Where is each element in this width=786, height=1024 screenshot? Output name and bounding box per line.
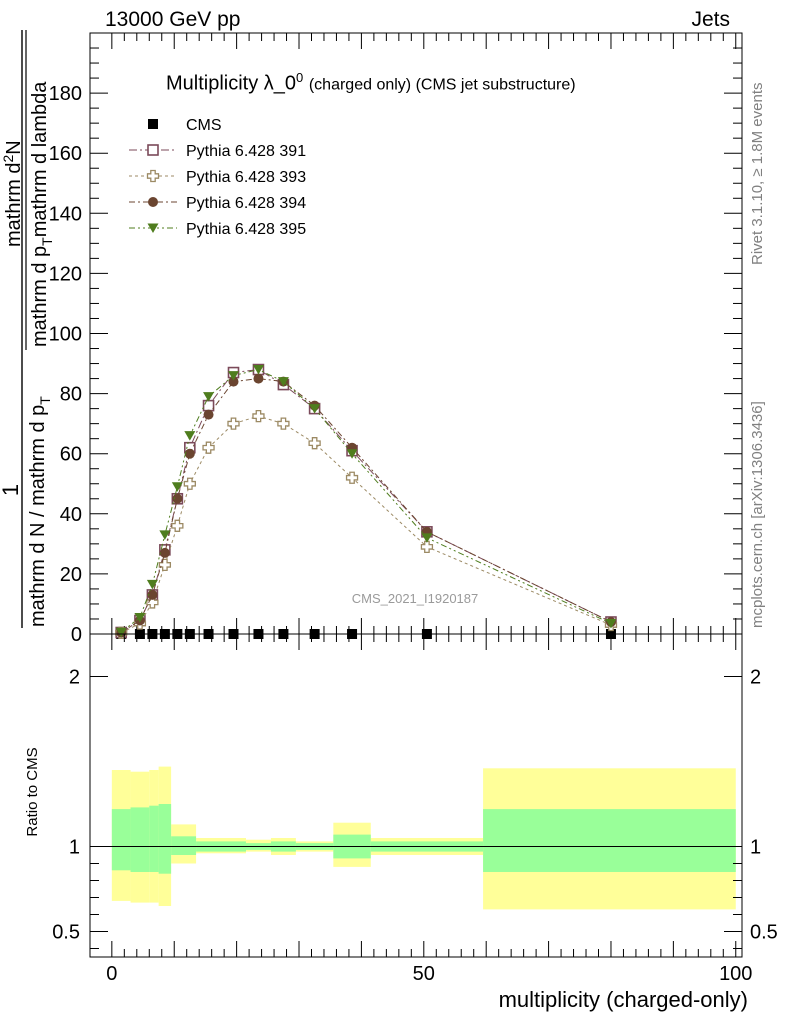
y-tick-label: 0 <box>71 624 82 646</box>
bottom-panel-frame <box>89 633 743 958</box>
data-point <box>421 533 433 543</box>
x-axis-label: multiplicity (charged-only) <box>499 987 748 1012</box>
data-point <box>184 431 196 441</box>
header-right-label: Jets <box>691 8 730 31</box>
x-tick-label: 50 <box>413 963 435 985</box>
legend-label: Pythia 6.428 395 <box>186 221 306 238</box>
ratio-band-inner <box>111 809 131 871</box>
series-3 <box>116 373 616 638</box>
x-tick-label: 0 <box>106 963 117 985</box>
legend-label: Pythia 6.428 394 <box>186 195 306 212</box>
data-point <box>309 404 321 414</box>
ylabel-inner-denominator: mathrm d pTmathrm d lambda <box>29 81 55 347</box>
data-point <box>277 377 289 387</box>
legend-entry: Pythia 6.428 394 <box>129 195 306 212</box>
ratio-band-inner <box>483 809 736 872</box>
legend-entry: Pythia 6.428 393 <box>129 169 306 186</box>
ratio-y-tick-label-left: 2 <box>69 667 80 689</box>
data-point <box>115 627 127 638</box>
data-point <box>228 371 240 381</box>
data-point <box>252 365 264 375</box>
data-point <box>203 392 215 402</box>
y-tick-label: 160 <box>49 143 82 165</box>
y-tick-label: 40 <box>60 504 82 526</box>
ratio-band-inner <box>158 804 172 874</box>
legend: CMS Pythia 6.428 391 Pythia 6.428 393 Pythi… <box>129 117 306 238</box>
series-line <box>120 369 612 633</box>
data-point <box>171 519 184 532</box>
data-point <box>146 579 158 590</box>
legend-marker <box>146 169 160 183</box>
y-tick-label: 80 <box>60 384 82 406</box>
data-point <box>308 437 321 450</box>
legend-marker <box>147 144 159 156</box>
ratio-ylabel: Ratio to CMS <box>24 747 41 836</box>
y-tick-label: 120 <box>49 263 82 285</box>
rivet-version-label: Rivet 3.1.10, ≥ 1.8M events <box>749 83 766 266</box>
ylabel-numerator: mathrm d2N <box>0 140 25 247</box>
data-point <box>202 441 215 454</box>
y-tick-label: 60 <box>60 444 82 466</box>
ratio-y-tick-label-left: 1 <box>69 837 80 859</box>
ratio-band-inner <box>130 807 150 872</box>
data-point <box>202 399 215 412</box>
data-point <box>159 547 170 558</box>
legend-label: Pythia 6.428 391 <box>186 143 306 160</box>
ratio-y-tick-label-right: 2 <box>750 667 761 689</box>
ratio-y-tick-label-right: 0.5 <box>750 922 778 944</box>
ratio-y-tick-label-left: 0.5 <box>52 922 80 944</box>
y-tick-label: 180 <box>49 83 82 105</box>
data-point <box>228 376 239 387</box>
legend-marker <box>148 197 158 207</box>
data-point <box>183 477 196 490</box>
ratio-band-inner <box>171 836 197 855</box>
series-4 <box>115 365 617 638</box>
header-left-label: 13000 GeV pp <box>105 8 241 31</box>
data-point <box>252 409 265 423</box>
watermark: CMS_2021_I1920187 <box>352 591 479 606</box>
mcplots-label: mcplots.cern.ch [arXiv:1306.3436] <box>749 401 766 628</box>
data-point <box>159 530 171 540</box>
data-point <box>184 448 195 459</box>
data-point <box>171 482 183 492</box>
chart-title: Multiplicity λ_00 (charged only) (CMS je… <box>166 70 576 96</box>
data-point <box>158 558 172 572</box>
chart-title-small: (charged only) (CMS jet substructure) <box>308 76 576 94</box>
data-point <box>277 417 290 430</box>
series-line <box>120 378 612 633</box>
y-tick-label: 100 <box>49 324 82 346</box>
legend-entry: Pythia 6.428 391 <box>129 143 306 160</box>
data-point <box>227 417 240 430</box>
top-ylabel: 1 mathrm d N / mathrm d pT mathrm d2N ma… <box>0 30 55 628</box>
legend-entry: Pythia 6.428 395 <box>129 221 306 238</box>
data-point <box>203 409 214 420</box>
data-point <box>346 449 358 459</box>
y-tick-label: 20 <box>60 564 82 586</box>
x-tick-label: 100 <box>719 963 752 985</box>
data-point <box>134 612 146 623</box>
data-point <box>345 471 359 484</box>
data-point <box>253 373 264 384</box>
ylabel-one: 1 <box>0 484 23 496</box>
legend-label: Pythia 6.428 393 <box>186 169 306 186</box>
legend-marker <box>148 119 158 129</box>
ylabel-denominator: mathrm d N / mathrm d pT <box>27 396 53 627</box>
data-point <box>172 493 183 504</box>
chart-title-main: Multiplicity λ_0 <box>166 72 297 95</box>
data-point <box>605 618 617 629</box>
legend-entry: CMS <box>148 117 222 134</box>
y-tick-label: 140 <box>49 203 82 225</box>
data-point <box>147 589 158 600</box>
ratio-band-inner <box>149 805 159 872</box>
chart-title-sup: 0 <box>296 70 304 85</box>
legend-marker <box>147 223 159 233</box>
ratio-y-tick-label-right: 1 <box>750 837 761 859</box>
data-point <box>420 540 434 554</box>
legend-label: CMS <box>186 117 222 134</box>
